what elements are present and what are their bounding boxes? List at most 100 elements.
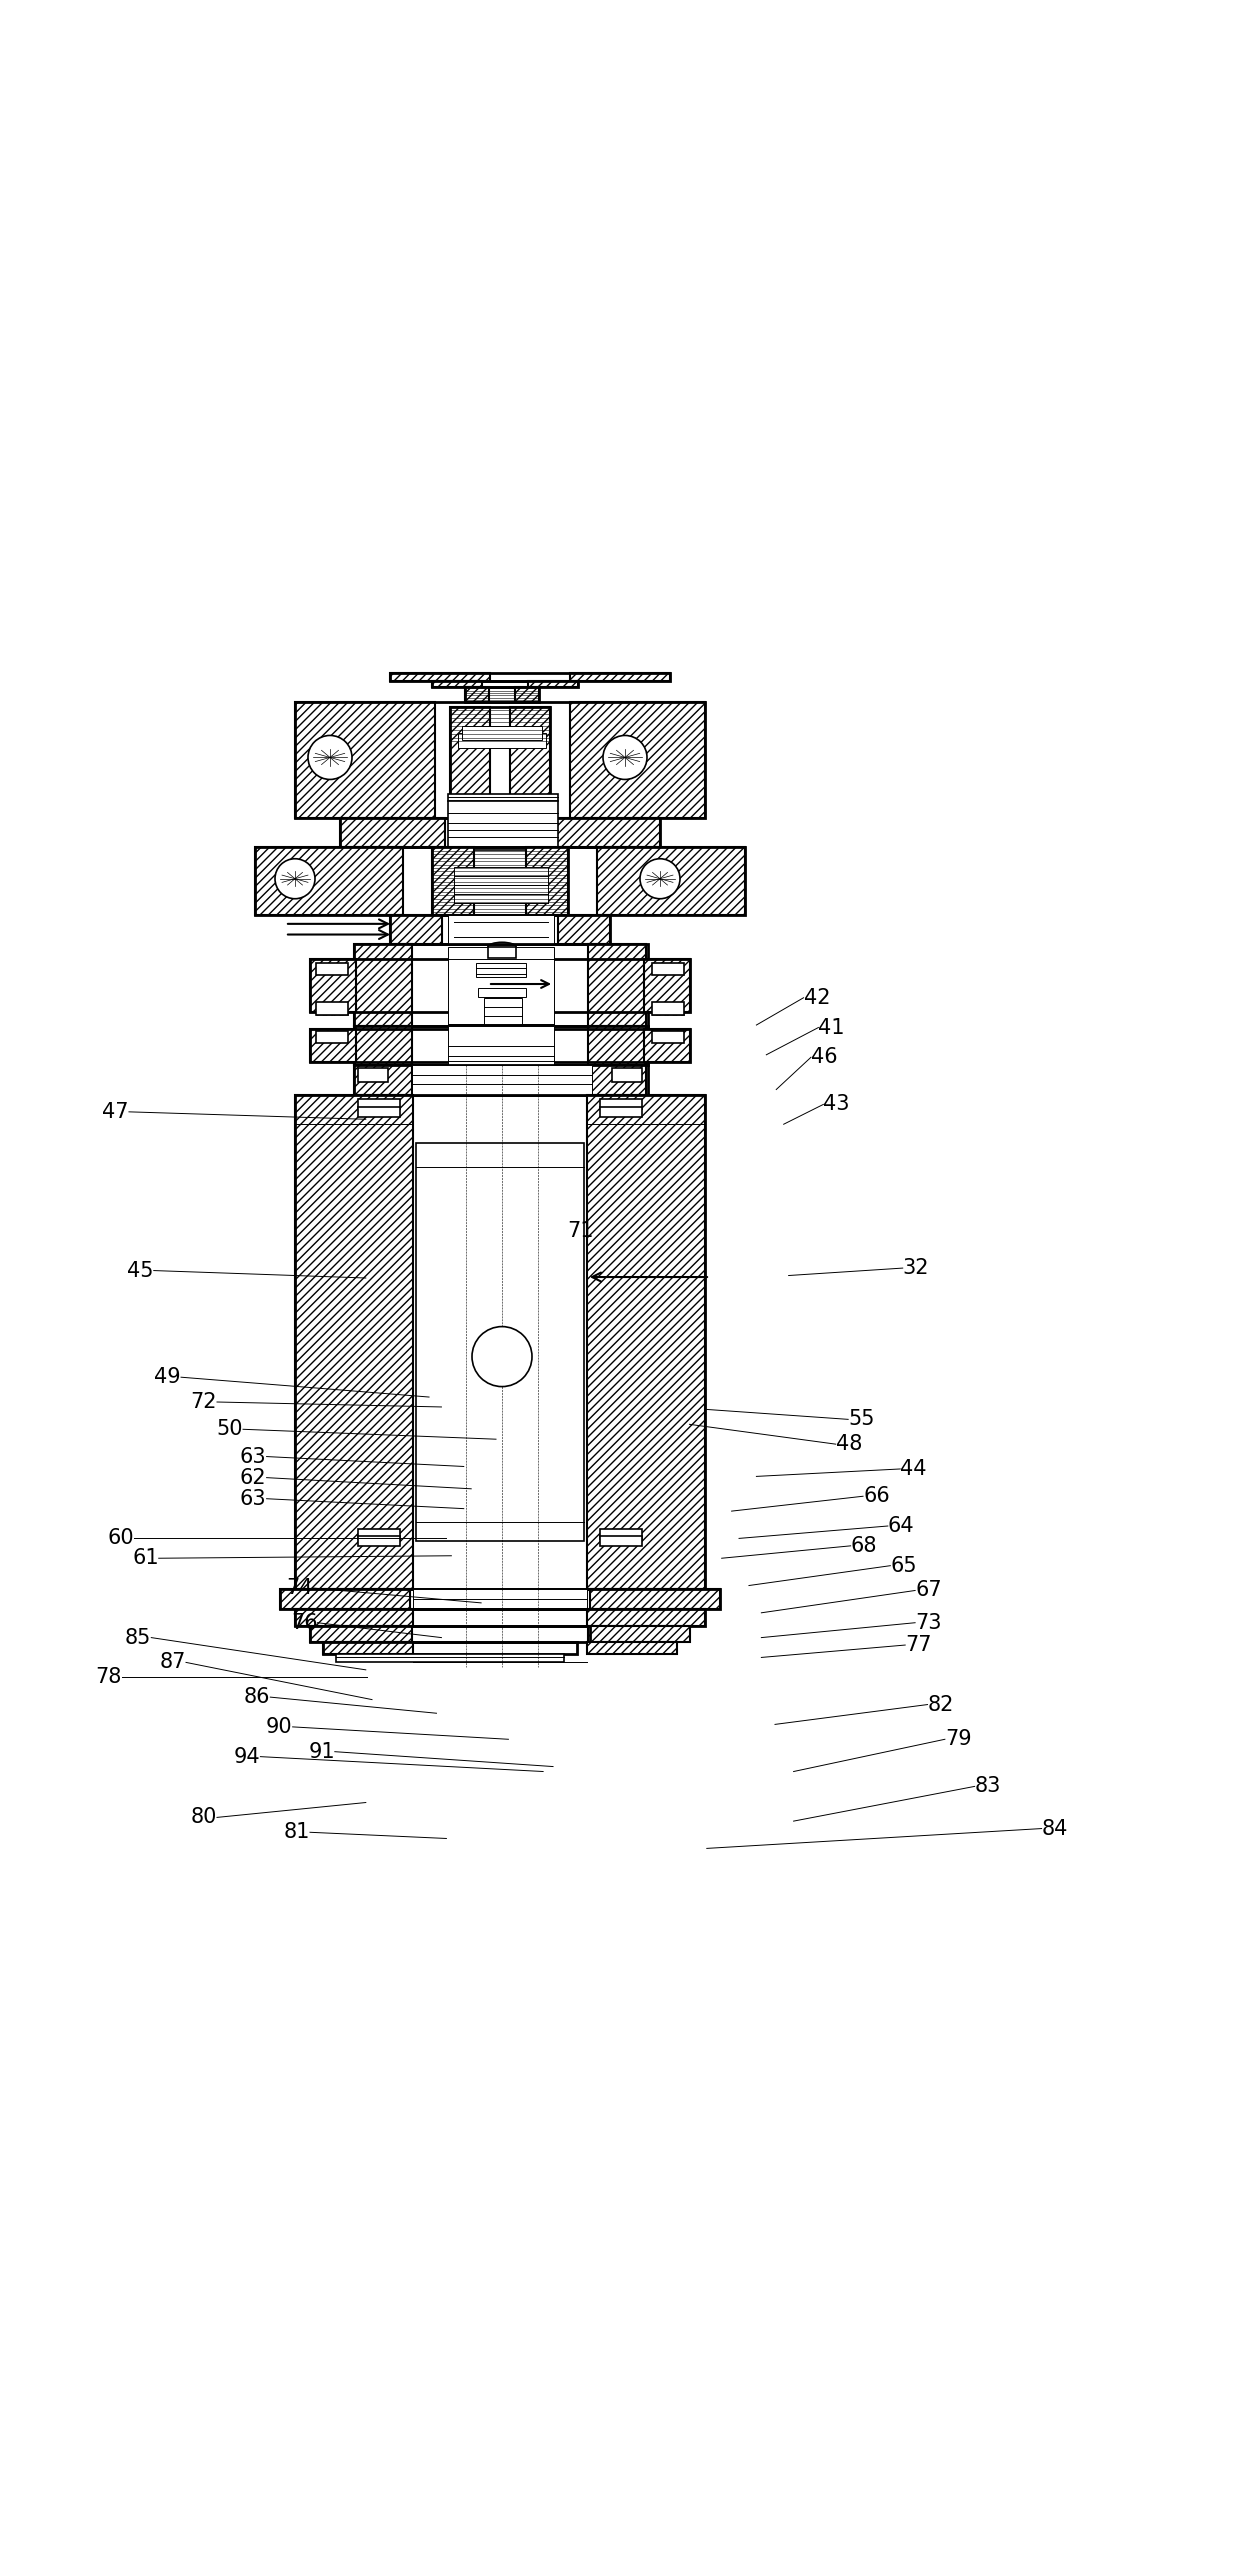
Bar bbox=[280, 1590, 410, 1608]
Text: 60: 60 bbox=[108, 1528, 134, 1549]
Bar bbox=[570, 672, 670, 682]
Bar bbox=[310, 958, 356, 1012]
Bar bbox=[476, 964, 526, 976]
Bar bbox=[558, 915, 610, 943]
Bar bbox=[652, 1002, 684, 1015]
Bar bbox=[353, 943, 649, 1025]
Bar bbox=[336, 1654, 564, 1661]
Bar bbox=[596, 846, 745, 915]
Bar bbox=[391, 672, 670, 682]
Bar bbox=[295, 1094, 413, 1590]
Bar bbox=[526, 846, 568, 915]
Bar bbox=[652, 1030, 684, 1043]
Text: 61: 61 bbox=[133, 1549, 159, 1569]
Text: 79: 79 bbox=[945, 1730, 971, 1748]
Bar bbox=[310, 1626, 590, 1641]
Bar bbox=[652, 964, 684, 976]
Bar bbox=[600, 1099, 642, 1109]
Bar bbox=[295, 703, 435, 818]
Bar bbox=[310, 1028, 356, 1061]
Bar bbox=[510, 705, 551, 797]
Text: 73: 73 bbox=[915, 1613, 941, 1633]
Bar bbox=[295, 703, 706, 818]
Text: 63: 63 bbox=[241, 1488, 267, 1508]
Bar bbox=[316, 1002, 348, 1015]
Bar bbox=[588, 943, 646, 1025]
Bar bbox=[353, 943, 412, 1025]
Text: 48: 48 bbox=[836, 1434, 862, 1454]
Bar bbox=[644, 1028, 689, 1061]
Bar bbox=[353, 1025, 412, 1063]
Bar bbox=[556, 818, 660, 846]
Text: 45: 45 bbox=[128, 1260, 154, 1281]
Bar bbox=[448, 946, 554, 1025]
Bar bbox=[358, 1068, 388, 1081]
Text: 68: 68 bbox=[851, 1536, 877, 1557]
Bar bbox=[463, 726, 542, 739]
Text: 71: 71 bbox=[567, 1222, 594, 1240]
Bar bbox=[310, 1028, 689, 1061]
Bar bbox=[448, 1025, 554, 1066]
Bar bbox=[295, 1608, 413, 1626]
Bar bbox=[280, 1590, 720, 1608]
Bar bbox=[391, 915, 610, 943]
Circle shape bbox=[472, 1327, 532, 1385]
Text: 74: 74 bbox=[286, 1577, 312, 1598]
Text: 76: 76 bbox=[291, 1613, 317, 1633]
Bar bbox=[412, 1063, 591, 1094]
Text: 66: 66 bbox=[863, 1485, 890, 1505]
Bar bbox=[295, 1094, 706, 1590]
Bar bbox=[310, 958, 689, 1012]
Text: 63: 63 bbox=[241, 1447, 267, 1467]
Bar bbox=[448, 915, 554, 943]
Text: 64: 64 bbox=[888, 1516, 914, 1536]
Text: 90: 90 bbox=[267, 1718, 293, 1738]
Text: 46: 46 bbox=[811, 1048, 837, 1068]
Bar bbox=[353, 1063, 412, 1094]
Bar bbox=[587, 1641, 677, 1654]
Bar bbox=[413, 1590, 587, 1610]
Bar bbox=[588, 1025, 646, 1063]
Bar bbox=[477, 987, 526, 997]
Bar bbox=[295, 1608, 706, 1626]
Text: 67: 67 bbox=[915, 1580, 941, 1600]
Bar bbox=[358, 1107, 401, 1117]
Text: 82: 82 bbox=[928, 1695, 954, 1715]
Text: 87: 87 bbox=[160, 1651, 186, 1672]
Bar bbox=[316, 964, 348, 976]
Text: 77: 77 bbox=[905, 1636, 931, 1656]
Bar bbox=[358, 1536, 401, 1546]
Bar bbox=[600, 1536, 642, 1546]
Bar bbox=[432, 846, 474, 915]
Bar bbox=[588, 1626, 689, 1641]
Text: 43: 43 bbox=[823, 1094, 849, 1114]
Text: 83: 83 bbox=[975, 1776, 1001, 1797]
Bar bbox=[255, 846, 745, 915]
Bar bbox=[432, 846, 568, 915]
Bar bbox=[391, 915, 441, 943]
Bar bbox=[391, 672, 490, 682]
Bar bbox=[590, 1590, 720, 1608]
Bar bbox=[600, 1107, 642, 1117]
Bar bbox=[450, 705, 551, 797]
Text: 94: 94 bbox=[234, 1746, 260, 1766]
Bar bbox=[600, 1528, 642, 1539]
Bar bbox=[515, 688, 539, 703]
Bar bbox=[448, 800, 558, 849]
Text: 84: 84 bbox=[1042, 1817, 1068, 1838]
Text: 42: 42 bbox=[804, 987, 830, 1007]
Bar bbox=[340, 818, 660, 846]
Text: 55: 55 bbox=[848, 1408, 874, 1429]
Bar bbox=[255, 846, 403, 915]
Bar bbox=[358, 1099, 401, 1109]
Text: 86: 86 bbox=[244, 1687, 270, 1707]
Text: 44: 44 bbox=[900, 1459, 926, 1480]
Text: 78: 78 bbox=[95, 1667, 122, 1687]
Circle shape bbox=[640, 859, 680, 900]
Text: 80: 80 bbox=[191, 1807, 217, 1828]
Text: 47: 47 bbox=[103, 1102, 129, 1122]
Bar bbox=[588, 1063, 646, 1094]
Text: 91: 91 bbox=[309, 1741, 335, 1761]
Text: 41: 41 bbox=[818, 1017, 844, 1038]
Bar bbox=[448, 795, 558, 800]
